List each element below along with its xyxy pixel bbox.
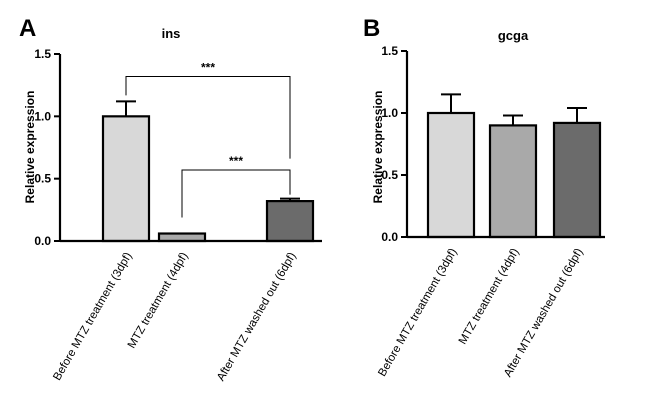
x-tick-label-3: After MTZ washed out (6dpf) xyxy=(502,246,586,379)
bar-1 xyxy=(426,111,476,239)
y-axis-label-b: Relative expression xyxy=(371,91,385,204)
plot-area-a: Before MTZ treatment (3dpf)MTZ treatment… xyxy=(34,47,322,383)
bar-3 xyxy=(552,121,602,239)
plot-area-b: Before MTZ treatment (3dpf)MTZ treatment… xyxy=(376,44,605,379)
chart-title-gcga: gcga xyxy=(498,28,529,43)
y-tick-label-0: 0.0 xyxy=(381,230,398,244)
bar-3 xyxy=(265,200,315,243)
x-tick-label-1: Before MTZ treatment (3dpf) xyxy=(51,250,134,382)
chart-title-ins: ins xyxy=(162,26,181,41)
x-tick-label-1: Before MTZ treatment (3dpf) xyxy=(376,246,459,378)
x-tick-label-3: After MTZ washed out (6dpf) xyxy=(215,250,299,383)
bar-2 xyxy=(157,232,207,243)
x-tick-label-2: MTZ treatment (4dpf) xyxy=(126,250,191,350)
y-tick-label-2: 1.0 xyxy=(381,106,398,120)
bar-2 xyxy=(488,124,538,239)
y-tick-label-1: 0.5 xyxy=(34,172,51,186)
x-tick-label-2: MTZ treatment (4dpf) xyxy=(457,246,522,346)
significance-label-2: *** xyxy=(229,154,243,168)
y-tick-label-3: 1.5 xyxy=(34,47,51,61)
y-tick-label-0: 0.0 xyxy=(34,234,51,248)
bar-1 xyxy=(101,115,151,243)
significance-bracket-2 xyxy=(181,169,291,218)
y-tick-label-3: 1.5 xyxy=(381,44,398,58)
y-axis-label-a: Relative expression xyxy=(23,91,37,204)
significance-label-1: *** xyxy=(201,60,215,74)
y-tick-label-2: 1.0 xyxy=(34,109,51,123)
panel-letter-b: B xyxy=(363,15,380,42)
significance-bracket-1 xyxy=(125,75,291,159)
y-tick-label-1: 0.5 xyxy=(381,168,398,182)
panel-letter-a: A xyxy=(19,15,36,42)
